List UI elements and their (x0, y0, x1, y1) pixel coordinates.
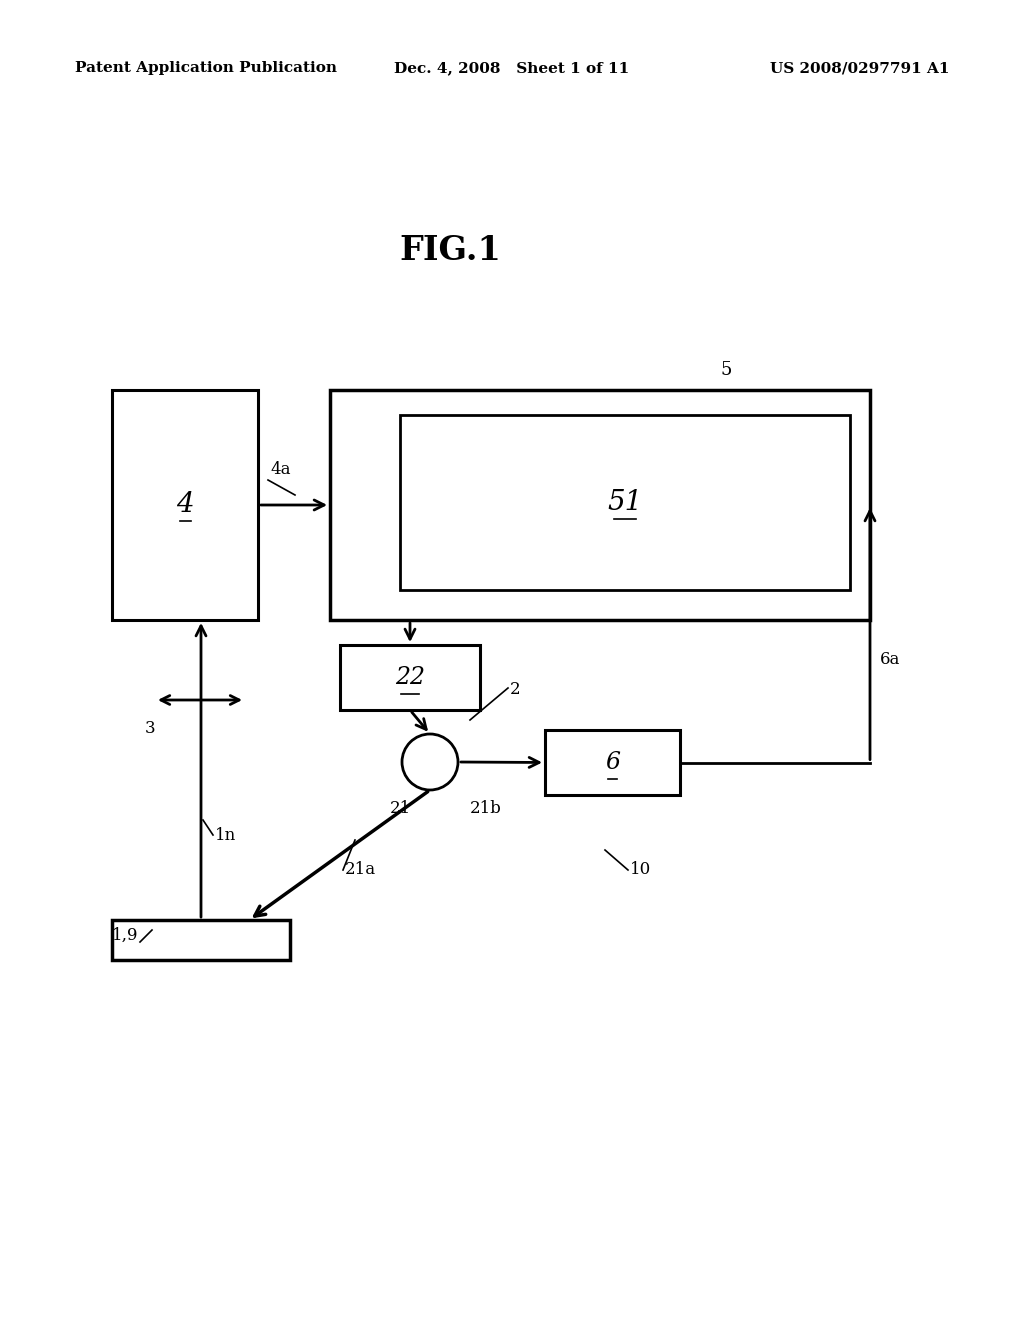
Text: US 2008/0297791 A1: US 2008/0297791 A1 (770, 61, 950, 75)
Text: Patent Application Publication: Patent Application Publication (75, 61, 337, 75)
Text: 3: 3 (144, 719, 155, 737)
Text: 4a: 4a (270, 462, 291, 479)
Text: Dec. 4, 2008   Sheet 1 of 11: Dec. 4, 2008 Sheet 1 of 11 (394, 61, 630, 75)
Text: 5: 5 (720, 360, 731, 379)
Bar (545, 730, 680, 795)
Bar (112, 920, 290, 960)
Text: 10: 10 (630, 862, 651, 879)
Bar (340, 645, 480, 710)
Text: 21a: 21a (345, 862, 376, 879)
Text: 1n: 1n (215, 826, 237, 843)
Bar (400, 414, 850, 590)
Circle shape (402, 734, 458, 789)
Text: 21: 21 (389, 800, 411, 817)
Bar (330, 389, 870, 620)
Bar (112, 389, 258, 620)
Text: 2: 2 (510, 681, 520, 698)
Text: FIG.1: FIG.1 (399, 234, 501, 267)
Text: 1,9: 1,9 (112, 927, 138, 944)
Text: 21b: 21b (470, 800, 502, 817)
Text: 51: 51 (607, 488, 643, 516)
Text: 6: 6 (605, 751, 620, 774)
Text: 22: 22 (395, 667, 425, 689)
Text: 4: 4 (176, 491, 194, 519)
Text: 6a: 6a (880, 652, 900, 668)
